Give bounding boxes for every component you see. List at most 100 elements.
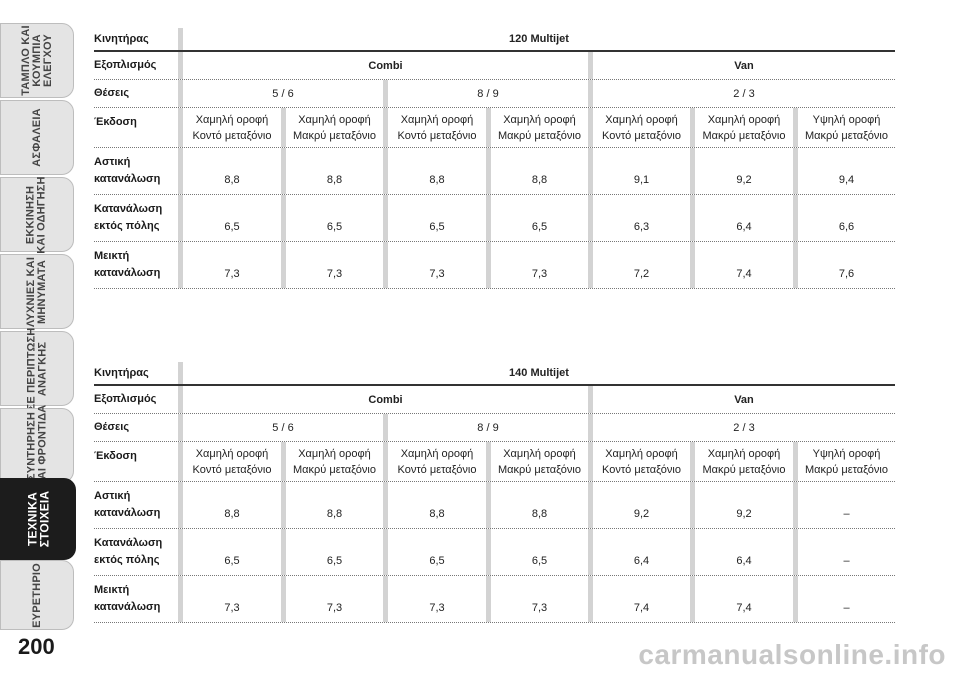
spec-table-120-multijet: Κινητήρας 120 Multijet Εξοπλισμός Combi …	[94, 28, 895, 289]
version-value: Χαμηλή οροφή Κοντό μεταξόνιο	[397, 113, 477, 142]
version-value: Χαμηλή οροφή Κοντό μεταξόνιο	[602, 447, 681, 476]
tab-starting-driving[interactable]: ΕΚΚΙΝΗΣΗ ΚΑΙ ΟΔΗΓΗΣΗ	[0, 175, 74, 254]
equipment-row: Εξοπλισμός Combi Van	[94, 52, 895, 80]
version-value: Χαμηλή οροφή Μακρύ μεταξόνιο	[293, 447, 376, 476]
engine-value: 140 Multijet	[509, 367, 569, 379]
version-value: Χαμηλή οροφή Μακρύ μεταξόνιο	[498, 447, 581, 476]
equipment-van: Van	[734, 59, 754, 72]
tab-label: ΕΚΚΙΝΗΣΗ ΚΑΙ ΟΔΗΓΗΣΗ	[25, 175, 49, 254]
consumption-value: 6,4	[633, 555, 650, 567]
tab-warning-lights[interactable]: ΛΥΧΝΙΕΣ ΚΑΙ ΜΗΝΥΜΑΤΑ	[0, 254, 74, 329]
consumption-value: –	[843, 508, 850, 520]
consumption-value: 6,5	[224, 221, 240, 233]
version-value: Χαμηλή οροφή Κοντό μεταξόνιο	[192, 113, 272, 142]
consumption-value: 6,4	[736, 221, 752, 233]
consumption-value: 9,2	[736, 508, 752, 520]
consumption-value: 8,8	[224, 174, 240, 186]
consumption-value: 6,4	[736, 555, 752, 567]
engine-label: Κινητήρας	[94, 32, 149, 45]
seats-value: 8 / 9	[477, 421, 499, 434]
consumption-value: 6,5	[326, 221, 343, 233]
consumption-value: 8,8	[224, 508, 240, 520]
tab-emergency[interactable]: ΣΕ ΠΕΡΙΠΤΩΣΗ ΑΝΑΓΚΗΣ	[0, 327, 74, 410]
consumption-value: 7,4	[736, 602, 752, 614]
equipment-combi: Combi	[368, 59, 403, 72]
version-row: Έκδοση Χαμηλή οροφή Κοντό μεταξόνιο Χαμη…	[94, 442, 895, 482]
consumption-value: 8,8	[326, 174, 343, 186]
consumption-value: 7,3	[429, 268, 445, 280]
consumption-value: 6,5	[224, 555, 240, 567]
extra-urban-consumption-row: Κατανάλωση εκτός πόλης 6,5 6,5 6,5 6,5 6…	[94, 195, 895, 242]
tab-label: ΣΥΝΤΗΡΗΣΗ ΚΑΙ ΦΡΟΝΤΙΔΑ	[25, 404, 48, 487]
consumption-value: 7,3	[429, 602, 445, 614]
version-value: Χαμηλή οροφή Κοντό μεταξόνιο	[602, 113, 681, 142]
watermark: carmanualsonline.info	[638, 639, 946, 670]
seats-value: 2 / 3	[733, 421, 755, 434]
engine-value: 120 Multijet	[509, 33, 569, 45]
version-value: Χαμηλή οροφή Κοντό μεταξόνιο	[192, 447, 272, 476]
tab-label: ΛΥΧΝΙΕΣ ΚΑΙ ΜΗΝΥΜΑΤΑ	[25, 256, 48, 327]
consumption-value: –	[843, 555, 850, 567]
engine-row: Κινητήρας 120 Multijet	[94, 28, 895, 52]
version-value: Χαμηλή οροφή Μακρύ μεταξόνιο	[498, 113, 581, 142]
seats-row: Θέσεις 5 / 6 8 / 9 2 / 3	[94, 80, 895, 108]
urban-label: Αστική κατανάλωση	[94, 156, 161, 185]
version-value: Χαμηλή οροφή Μακρύ μεταξόνιο	[293, 113, 376, 142]
consumption-value: 6,6	[838, 221, 855, 233]
consumption-value: 7,3	[224, 268, 240, 280]
seats-label: Θέσεις	[94, 87, 130, 99]
version-value: Χαμηλή οροφή Κοντό μεταξόνιο	[397, 447, 477, 476]
consumption-value: 9,1	[633, 174, 650, 186]
version-row: Έκδοση Χαμηλή οροφή Κοντό μεταξόνιο Χαμη…	[94, 108, 895, 148]
consumption-value: 8,8	[429, 174, 445, 186]
consumption-value: 8,8	[429, 508, 445, 520]
consumption-value: 6,5	[429, 221, 445, 233]
extra-urban-consumption-row: Κατανάλωση εκτός πόλης 6,5 6,5 6,5 6,5 6…	[94, 529, 895, 576]
combined-consumption-row: Μεικτή κατανάλωση 7,3 7,3 7,3 7,3 7,4 7,…	[94, 576, 895, 623]
equipment-van: Van	[734, 393, 754, 406]
tab-maintenance-care[interactable]: ΣΥΝΤΗΡΗΣΗ ΚΑΙ ΦΡΟΝΤΙΔΑ	[0, 404, 74, 487]
tab-technical-data[interactable]: ΤΕΧΝΙΚΑ ΣΤΟΙΧΕΙΑ	[0, 478, 76, 560]
consumption-value: 7,6	[838, 268, 855, 280]
seats-label: Θέσεις	[94, 421, 130, 433]
consumption-value: 9,4	[838, 174, 855, 186]
tab-label: ΤΕΧΝΙΚΑ ΣΤΟΙΧΕΙΑ	[25, 490, 51, 548]
seats-value: 2 / 3	[733, 87, 755, 100]
consumption-value: 7,2	[633, 268, 650, 280]
seats-value: 8 / 9	[477, 87, 499, 100]
consumption-value: 9,2	[736, 174, 752, 186]
consumption-value: 6,5	[429, 555, 445, 567]
seats-row: Θέσεις 5 / 6 8 / 9 2 / 3	[94, 414, 895, 442]
consumption-value: 6,5	[531, 555, 548, 567]
urban-consumption-row: Αστική κατανάλωση 8,8 8,8 8,8 8,8 9,2 9,…	[94, 482, 895, 529]
extra-urban-label: Κατανάλωση εκτός πόλης	[94, 537, 163, 566]
combined-label: Μεικτή κατανάλωση	[94, 250, 161, 279]
version-label: Έκδοση	[94, 116, 137, 128]
tab-label: ΑΣΦΑΛΕΙΑ	[30, 108, 43, 167]
seats-value: 5 / 6	[272, 421, 294, 434]
consumption-value: 7,3	[531, 268, 548, 280]
version-value: Υψηλή οροφή Μακρύ μεταξόνιο	[805, 447, 888, 476]
tab-dashboard-controls[interactable]: ΤΑΜΠΛΟ ΚΑΙ ΚΟΥΜΠΙΑ ΕΛΕΓΧΟΥ	[0, 23, 74, 98]
consumption-value: 8,8	[531, 174, 548, 186]
version-label: Έκδοση	[94, 450, 137, 462]
engine-row: Κινητήρας 140 Multijet	[94, 362, 895, 386]
consumption-value: –	[843, 602, 850, 614]
tab-safety[interactable]: ΑΣΦΑΛΕΙΑ	[0, 100, 74, 175]
tab-index[interactable]: ΕΥΡΕΤΗΡΙΟ	[0, 560, 74, 630]
consumption-value: 7,3	[326, 602, 343, 614]
version-value: Υψηλή οροφή Μακρύ μεταξόνιο	[805, 113, 888, 142]
consumption-value: 7,4	[633, 602, 650, 614]
urban-label: Αστική κατανάλωση	[94, 490, 161, 519]
tab-label: ΕΥΡΕΤΗΡΙΟ	[30, 562, 43, 628]
page-number: 200	[18, 634, 55, 659]
equipment-row: Εξοπλισμός Combi Van	[94, 386, 895, 414]
consumption-value: 7,3	[224, 602, 240, 614]
consumption-value: 7,4	[736, 268, 752, 280]
consumption-value: 8,8	[326, 508, 343, 520]
equipment-combi: Combi	[368, 393, 403, 406]
consumption-value: 9,2	[633, 508, 650, 520]
consumption-value: 7,3	[326, 268, 343, 280]
tab-label: ΤΑΜΠΛΟ ΚΑΙ ΚΟΥΜΠΙΑ ΕΛΕΓΧΟΥ	[19, 25, 54, 96]
seats-value: 5 / 6	[272, 87, 294, 100]
